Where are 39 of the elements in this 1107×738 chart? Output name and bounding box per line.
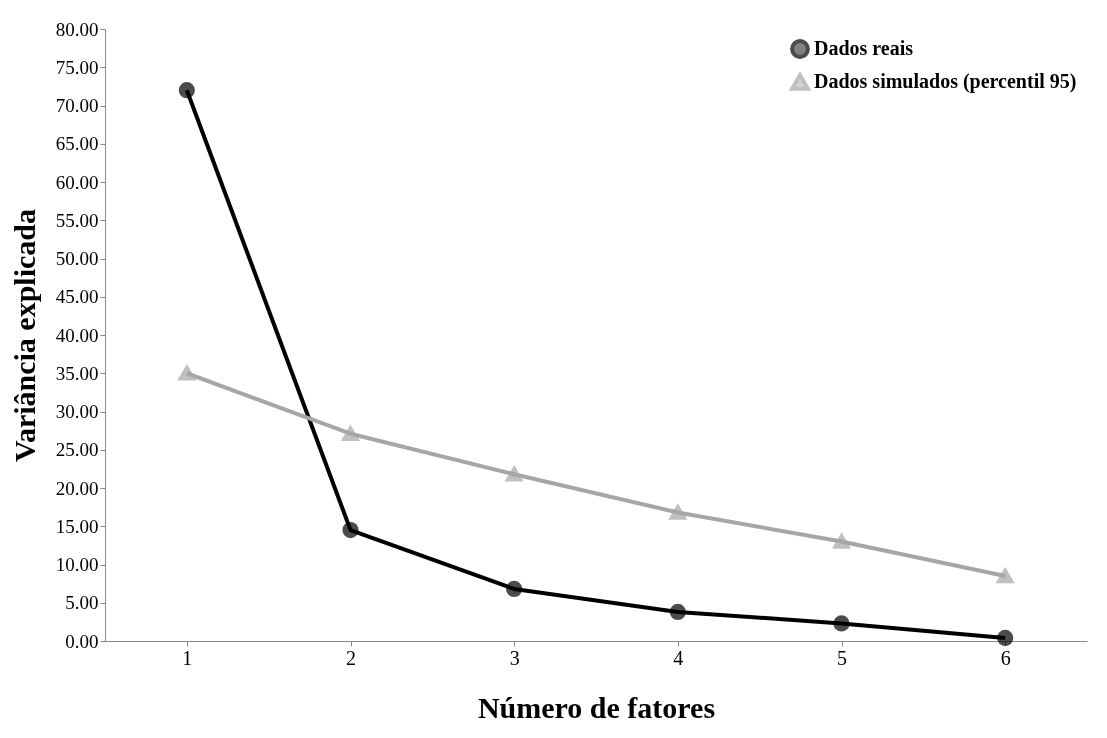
y-tick-label: 35.00 bbox=[55, 362, 99, 384]
x-tick-label: 2 bbox=[346, 646, 356, 669]
y-tick-label: 60.00 bbox=[55, 171, 99, 193]
y-axis-title: Variância explicada bbox=[7, 208, 41, 463]
x-tick-label: 6 bbox=[1000, 646, 1011, 669]
x-tick-label: 1 bbox=[182, 646, 193, 669]
y-tick-label: 5.00 bbox=[65, 592, 99, 614]
point bbox=[178, 82, 195, 99]
y-tick-label: 50.00 bbox=[55, 248, 99, 269]
y-tick-label: 25.00 bbox=[55, 439, 99, 461]
y-tick-label: 80.00 bbox=[55, 18, 99, 40]
y-tick-label: 65.00 bbox=[55, 133, 99, 155]
point bbox=[342, 426, 359, 441]
point bbox=[997, 568, 1014, 584]
y-tick-label: 15.00 bbox=[55, 515, 99, 537]
y-tick-label: 40.00 bbox=[55, 324, 99, 346]
point bbox=[833, 615, 850, 632]
x-tick-label: 5 bbox=[837, 646, 847, 669]
point bbox=[506, 580, 523, 598]
y-tick-label: 30.00 bbox=[55, 401, 99, 422]
point bbox=[833, 534, 850, 549]
y-tick-label: 20.00 bbox=[55, 477, 99, 499]
x-tick-label: 4 bbox=[673, 646, 684, 669]
y-tick-label: 0.00 bbox=[65, 630, 99, 652]
point bbox=[178, 365, 195, 381]
point bbox=[997, 629, 1014, 647]
point bbox=[506, 466, 523, 482]
y-tick-label: 10.00 bbox=[55, 554, 99, 575]
y-tick-label: 70.00 bbox=[55, 95, 99, 116]
legend-label: Dados reais bbox=[814, 37, 914, 59]
y-tick-label: 45.00 bbox=[55, 286, 99, 308]
y-tick-label: 75.00 bbox=[55, 56, 99, 78]
x-axis-title: Número de fatores bbox=[477, 690, 716, 724]
point bbox=[669, 505, 686, 520]
x-tick-label: 3 bbox=[509, 646, 520, 669]
point bbox=[342, 521, 359, 539]
y-tick-label: 55.00 bbox=[55, 209, 99, 231]
legend-label: Dados simulados (percentil 95) bbox=[814, 70, 1077, 93]
point bbox=[669, 603, 686, 621]
